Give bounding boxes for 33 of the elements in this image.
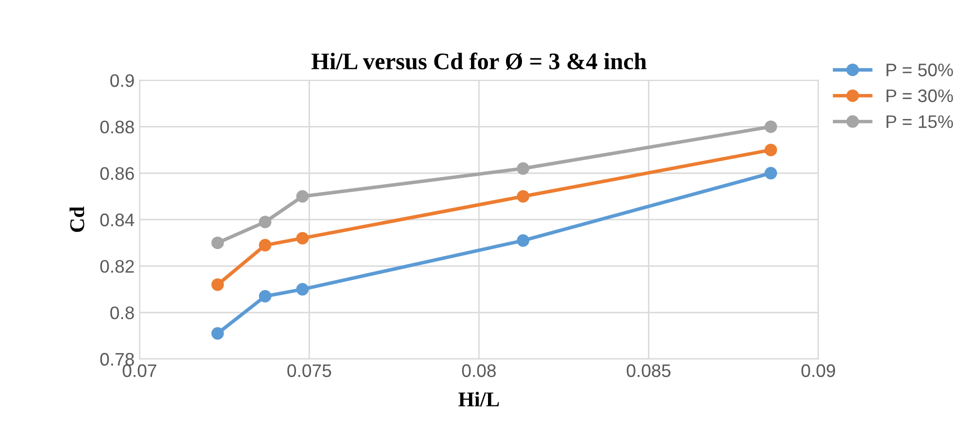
- point: [211, 278, 224, 291]
- y-tick-label: 0.86: [100, 167, 134, 180]
- x-tick-label: 0.08: [462, 364, 496, 378]
- point: [764, 166, 778, 180]
- legend-label: P = 30%: [886, 89, 953, 102]
- y-tick-label: 0.84: [100, 214, 134, 226]
- point: [764, 120, 778, 133]
- x-tick-label: 0.07: [122, 364, 156, 378]
- chart-title: Hi/L versus Cd for Ø = 3 &4 inch: [311, 52, 646, 70]
- legend-label: P = 50%: [886, 64, 953, 76]
- point: [516, 162, 530, 175]
- point: [516, 190, 530, 203]
- point: [258, 290, 272, 303]
- legend-label: P = 15%: [886, 115, 953, 128]
- point: [516, 234, 530, 247]
- y-tick-label: 0.8: [110, 306, 134, 320]
- point: [296, 190, 309, 203]
- y-tick-label: 0.88: [100, 120, 134, 134]
- y-tick-label: 0.82: [100, 260, 134, 273]
- x-tick-label: 0.085: [626, 364, 670, 378]
- y-tick-label: 0.9: [110, 74, 134, 87]
- point: [211, 327, 224, 340]
- point: [296, 232, 309, 244]
- y-axis-title: Cd: [70, 206, 84, 232]
- point: [258, 238, 272, 252]
- x-axis-title: Hi/L: [458, 392, 499, 406]
- point: [211, 236, 224, 250]
- point: [764, 144, 778, 156]
- x-tick-label: 0.09: [801, 364, 836, 378]
- x-tick-label: 0.075: [287, 364, 332, 378]
- point: [296, 283, 309, 296]
- y-tick-label: 0.78: [100, 352, 134, 366]
- point: [258, 216, 272, 228]
